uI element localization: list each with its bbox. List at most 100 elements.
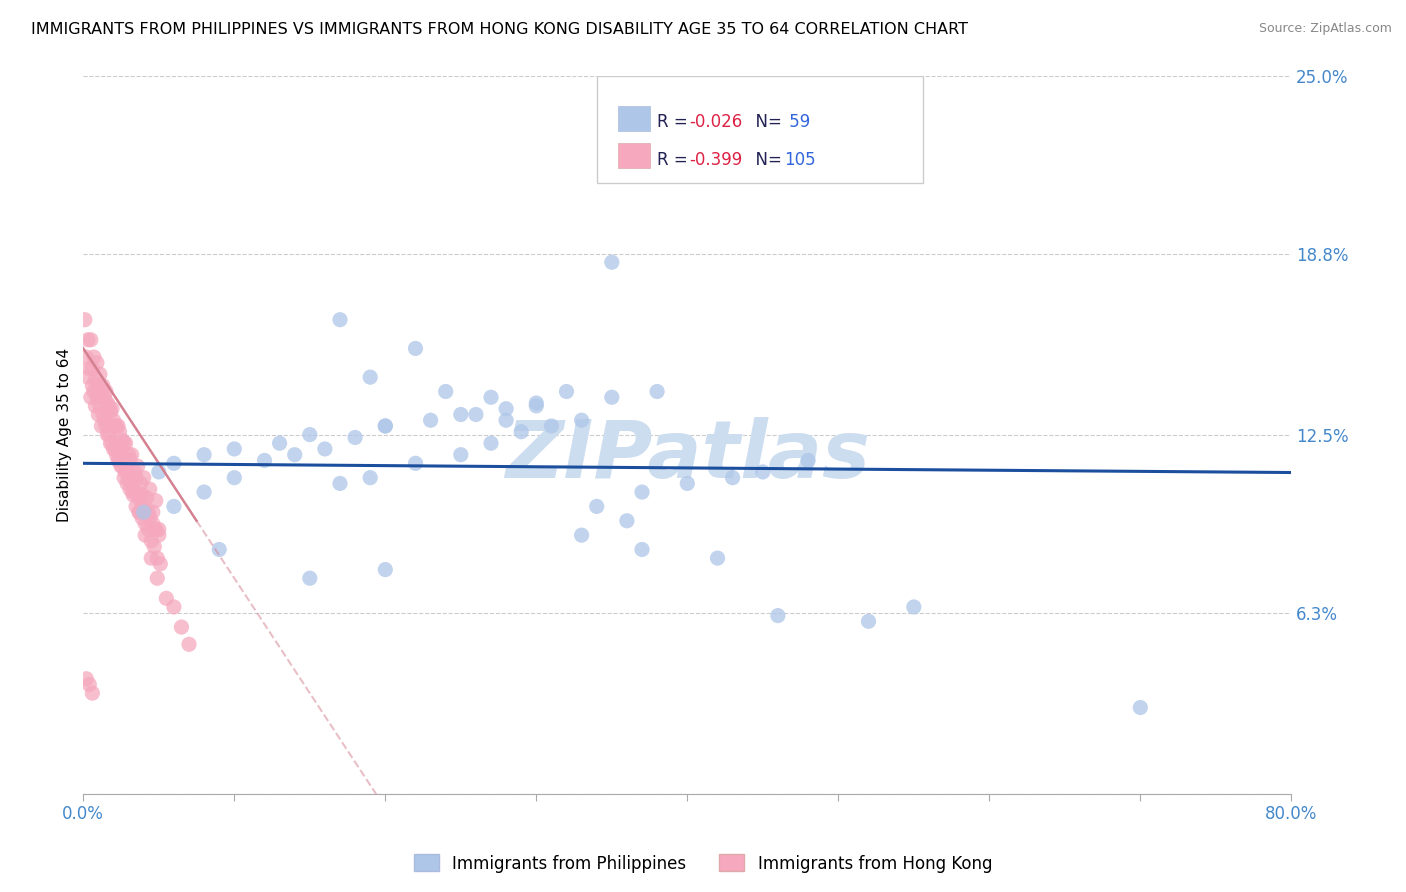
Point xyxy=(80,390,103,404)
Point xyxy=(86,356,108,370)
Point xyxy=(117,448,139,462)
Point xyxy=(115,476,138,491)
Point xyxy=(142,505,165,519)
Point xyxy=(112,471,135,485)
Point xyxy=(101,401,124,416)
Point xyxy=(89,368,111,382)
Point xyxy=(495,401,517,416)
Point xyxy=(97,427,120,442)
Point xyxy=(177,637,200,651)
Point xyxy=(193,485,215,500)
Point xyxy=(110,459,132,474)
Point xyxy=(111,459,134,474)
Point xyxy=(540,419,562,434)
Point xyxy=(450,408,472,422)
FancyBboxPatch shape xyxy=(619,106,650,131)
Point xyxy=(117,471,139,485)
Point xyxy=(253,453,276,467)
Point xyxy=(149,557,172,571)
Point xyxy=(600,390,623,404)
Point xyxy=(134,516,156,531)
Text: -0.399: -0.399 xyxy=(690,151,742,169)
Point xyxy=(127,488,149,502)
Point xyxy=(163,500,186,514)
Point xyxy=(75,350,97,364)
Text: N=: N= xyxy=(745,151,787,169)
Point xyxy=(616,514,638,528)
Point xyxy=(75,672,97,686)
Point xyxy=(100,436,122,450)
Point xyxy=(138,482,160,496)
Y-axis label: Disability Age 35 to 64: Disability Age 35 to 64 xyxy=(58,348,72,522)
Point xyxy=(344,430,367,444)
Point xyxy=(90,419,112,434)
Point xyxy=(110,442,132,456)
Point xyxy=(524,399,547,413)
Point xyxy=(676,154,699,169)
Point xyxy=(600,255,623,269)
Point xyxy=(76,370,98,384)
Point xyxy=(224,442,246,456)
Point xyxy=(105,448,128,462)
Point xyxy=(135,491,157,505)
Point xyxy=(464,408,486,422)
Point xyxy=(138,511,160,525)
Point xyxy=(706,112,728,126)
Legend: Immigrants from Philippines, Immigrants from Hong Kong: Immigrants from Philippines, Immigrants … xyxy=(406,847,1000,880)
Point xyxy=(122,488,145,502)
Point xyxy=(121,448,143,462)
Point xyxy=(87,378,110,392)
Text: N=: N= xyxy=(745,113,787,131)
Point xyxy=(163,456,186,470)
Point xyxy=(76,333,98,347)
Point xyxy=(434,384,457,399)
Point xyxy=(73,312,96,326)
Point xyxy=(571,413,593,427)
Point xyxy=(145,522,167,536)
Point xyxy=(127,459,149,474)
FancyBboxPatch shape xyxy=(619,144,650,169)
Point xyxy=(374,419,396,434)
Point xyxy=(143,522,166,536)
Point xyxy=(645,384,668,399)
Point xyxy=(405,342,427,356)
Point xyxy=(80,333,103,347)
Point xyxy=(96,427,118,442)
Point xyxy=(104,442,127,456)
Point xyxy=(155,591,177,606)
Point xyxy=(374,419,396,434)
Point xyxy=(510,425,533,439)
Point xyxy=(114,436,136,450)
Point xyxy=(103,413,125,427)
Point xyxy=(83,350,105,364)
Point xyxy=(329,476,352,491)
Point xyxy=(146,551,169,566)
Point xyxy=(129,476,152,491)
Text: Source: ZipAtlas.com: Source: ZipAtlas.com xyxy=(1258,22,1392,36)
Point xyxy=(97,399,120,413)
Point xyxy=(82,361,104,376)
Text: R =: R = xyxy=(657,113,693,131)
Point xyxy=(141,533,163,548)
Point xyxy=(91,378,114,392)
Point xyxy=(82,378,104,392)
Point xyxy=(83,384,105,399)
Point xyxy=(121,476,143,491)
Point xyxy=(585,500,607,514)
Point xyxy=(100,404,122,418)
Point xyxy=(135,505,157,519)
Point xyxy=(269,436,291,450)
Point xyxy=(79,677,101,691)
Point xyxy=(329,312,352,326)
Point xyxy=(90,384,112,399)
Point xyxy=(115,465,138,479)
Point xyxy=(112,436,135,450)
Point xyxy=(79,361,101,376)
Point xyxy=(131,511,153,525)
Point xyxy=(721,471,744,485)
Point xyxy=(797,453,820,467)
Point xyxy=(91,408,114,422)
Point xyxy=(107,453,129,467)
Point xyxy=(111,434,134,448)
Point xyxy=(132,505,155,519)
